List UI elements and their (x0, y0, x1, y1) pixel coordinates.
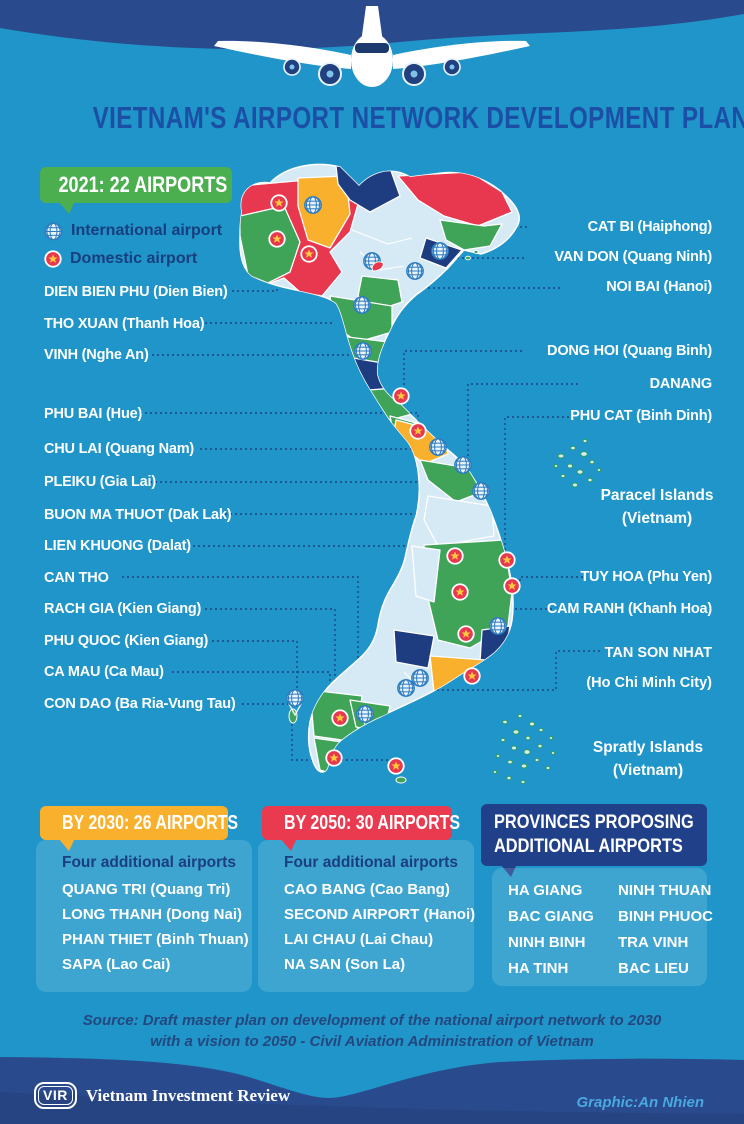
red-star-icon (44, 250, 62, 268)
province-item: NINH BINH (508, 934, 586, 951)
label-cam-ranh: CAM RANH (Khanh Hoa) (546, 601, 712, 617)
badge-2050-tail (280, 838, 297, 851)
label-phu-quoc: PHU QUOC (Kien Giang) (44, 633, 209, 649)
badge-2030-airports: BY 2030: 26 AIRPORTS (40, 806, 238, 840)
label-buon-ma-thuot: BUON MA THUOT (Dak Lak) (44, 507, 232, 523)
legend-international-label: International airport (71, 222, 223, 239)
label-can-tho: CAN THO (44, 570, 109, 586)
label-danang: DANANG (649, 376, 713, 392)
province-item: BAC LIEU (618, 960, 689, 977)
panel-provinces: HA GIANG NINH THUAN BAC GIANG BINH PHUOC… (492, 868, 713, 986)
label-dong-hoi: DONG HOI (Quang Binh) (547, 343, 712, 359)
panel-2050: Four additional airports CAO BANG (Cao B… (258, 840, 476, 992)
spratly-islands (492, 713, 556, 785)
badge-2021-airports: 2021: 22 AIRPORTS (40, 167, 232, 203)
vir-logo: VIR (34, 1082, 77, 1109)
label-vinh: VINH (Nghe An) (44, 347, 149, 363)
panel-2050-item: NA SAN (Son La) (284, 956, 406, 973)
label-lien-khuong: LIEN KHUONG (Dalat) (44, 538, 191, 554)
province-item: NINH THUAN (618, 882, 712, 899)
label-phu-bai: PHU BAI (Hue) (44, 406, 143, 422)
legend-domestic-label: Domestic airport (70, 250, 198, 267)
vir-logo-group: VIR Vietnam Investment Review (34, 1082, 290, 1109)
noi-bai-flag-icon (371, 261, 384, 272)
badge-2030-tail (58, 838, 75, 851)
label-pleiku: PLEIKU (Gia Lai) (44, 474, 157, 490)
phu-quoc-globe-pin-icon (286, 689, 304, 717)
label-rach-gia: RACH GIA (Kien Giang) (44, 601, 202, 617)
province-item: BAC GIANG (508, 908, 594, 925)
brand-name: Vietnam Investment Review (85, 1085, 291, 1105)
label-con-dao: CON DAO (Ba Ria-Vung Tau) (44, 696, 236, 712)
label-tan-son-nhat: TAN SON NHAT (Ho Chi Minh City) (586, 645, 712, 691)
province-item: TRA VINH (618, 934, 689, 951)
legend-international: International airport (44, 221, 222, 241)
panel-2030-item: SAPA (Lao Cai) (62, 956, 171, 973)
label-phu-cat: PHU CAT (Binh Dinh) (570, 408, 712, 424)
paracel-islands (553, 438, 602, 488)
panel-2030-subhead: Four additional airports (62, 854, 236, 871)
footer-band-shadow (0, 1092, 744, 1124)
panel-2050-item: SECOND AIRPORT (Hanoi) (284, 906, 476, 923)
badge-2021-tail (58, 201, 75, 214)
airplane-icon (214, 6, 530, 87)
label-paracel-islands: Paracel Islands (Vietnam) (600, 487, 714, 527)
label-tuy-hoa: TUY HOA (Phu Yen) (580, 569, 712, 585)
label-spratly-islands: Spratly Islands (Vietnam) (592, 739, 704, 779)
label-van-don: VAN DON (Quang Ninh) (554, 249, 712, 265)
graphic-credit: Graphic:An Nhien (576, 1094, 704, 1111)
label-tho-xuan: THO XUAN (Thanh Hoa) (44, 316, 205, 332)
panel-2030-item: PHAN THIET (Binh Thuan) (62, 931, 249, 948)
label-cat-bi: CAT BI (Haiphong) (587, 219, 713, 235)
panel-2030-item: QUANG TRI (Quang Tri) (62, 881, 231, 898)
page-title: VIETNAM'S AIRPORT NETWORK DEVELOPMENT PL… (92, 100, 744, 135)
label-noi-bai: NOI BAI (Hanoi) (606, 279, 712, 295)
label-chu-lai: CHU LAI (Quang Nam) (44, 441, 195, 457)
source-line-2: with a vision to 2050 - Civil Aviation A… (150, 1033, 594, 1050)
panel-2050-item: CAO BANG (Cao Bang) (284, 881, 450, 898)
panel-2050-subhead: Four additional airports (284, 854, 458, 871)
panel-2030-item: LONG THANH (Dong Nai) (62, 906, 242, 923)
panel-2030: Four additional airports QUANG TRI (Quan… (36, 840, 252, 992)
label-ca-mau: CA MAU (Ca Mau) (44, 664, 164, 680)
badge-2050-airports: BY 2050: 30 AIRPORTS (262, 806, 460, 840)
con-dao-island (395, 776, 407, 784)
label-dien-bien-phu: DIEN BIEN PHU (Dien Bien) (44, 284, 228, 300)
header-provinces-tail (500, 864, 517, 877)
header-provinces-proposing: PROVINCES PROPOSING ADDITIONAL AIRPORTS (481, 804, 707, 866)
province-item: HA GIANG (508, 882, 583, 899)
source-line-1: Source: Draft master plan on development… (82, 1012, 662, 1029)
province-item: HA TINH (508, 960, 569, 977)
panel-2050-item: LAI CHAU (Lai Chau) (284, 931, 434, 948)
phu-quoc-island (288, 708, 298, 724)
globe-icon (44, 222, 63, 240)
province-item: BINH PHUOC (618, 908, 714, 925)
legend-domestic: Domestic airport (44, 249, 197, 269)
